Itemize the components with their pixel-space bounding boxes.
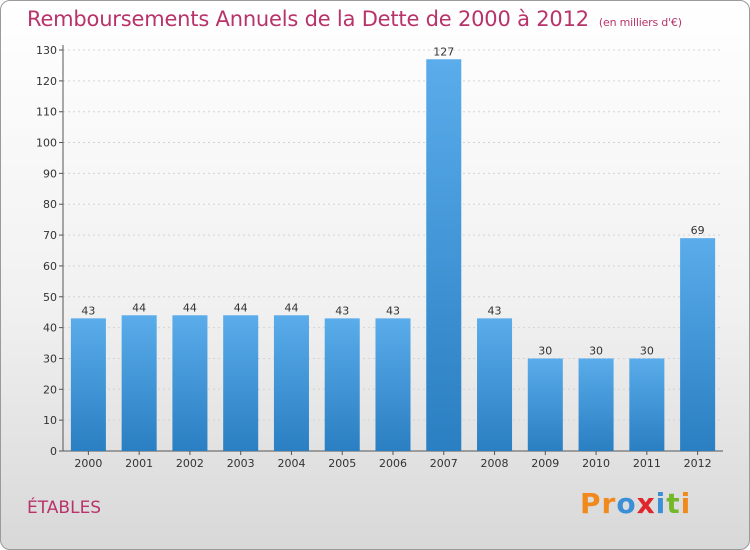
y-tick-label: 100 [36, 137, 57, 150]
x-tick-label-2009: 2009 [531, 457, 559, 470]
chart-subtitle: (en milliers d'€) [598, 16, 682, 29]
bar-2001 [121, 315, 157, 451]
y-tick-label: 110 [36, 106, 57, 119]
data-label-2000: 43 [81, 304, 95, 317]
data-label-2011: 30 [640, 344, 654, 357]
y-tick-label: 70 [43, 229, 57, 242]
y-tick-label: 60 [43, 260, 57, 273]
logo-letter: P [580, 487, 602, 520]
x-tick-label-2001: 2001 [125, 457, 153, 470]
x-tick-label-2012: 2012 [684, 457, 712, 470]
x-tick-label-2011: 2011 [633, 457, 661, 470]
x-tick-label-2004: 2004 [277, 457, 305, 470]
y-tick-label: 0 [50, 445, 57, 458]
data-label-2007: 127 [433, 45, 454, 58]
x-tick-label-2000: 2000 [74, 457, 102, 470]
logo-letter: t [666, 487, 681, 520]
data-label-2003: 44 [234, 301, 248, 314]
data-label-2010: 30 [589, 344, 603, 357]
bar-2006 [375, 318, 411, 451]
bar-2011 [629, 358, 665, 451]
y-tick-label: 10 [43, 414, 57, 427]
bar-2003 [223, 315, 259, 451]
data-label-2008: 43 [488, 304, 502, 317]
data-label-2009: 30 [538, 344, 552, 357]
x-tick-label-2008: 2008 [481, 457, 509, 470]
logo-letter: x [636, 487, 656, 520]
bar-2005 [324, 318, 360, 451]
y-tick-label: 80 [43, 198, 57, 211]
data-label-2001: 44 [132, 301, 146, 314]
chart-title: Remboursements Annuels de la Dette de 20… [27, 7, 682, 31]
y-tick-label: 30 [43, 352, 57, 365]
y-tick-label: 130 [36, 44, 57, 57]
bar-2012 [680, 238, 716, 451]
x-tick-label-2006: 2006 [379, 457, 407, 470]
proxiti-logo: Proxiti [580, 487, 691, 520]
x-tick-label-2002: 2002 [176, 457, 204, 470]
data-label-2012: 69 [691, 224, 705, 237]
x-tick-label-2003: 2003 [227, 457, 255, 470]
logo-letter: i [655, 487, 667, 520]
logo-letter: o [616, 487, 637, 520]
data-label-2002: 44 [183, 301, 197, 314]
y-tick-label: 50 [43, 291, 57, 304]
bar-2007 [426, 59, 462, 451]
x-tick-label-2007: 2007 [430, 457, 458, 470]
bars: 43 44 44 44 44 43 43 127 43 30 30 30 69 [70, 45, 716, 451]
data-label-2005: 43 [335, 304, 349, 317]
y-tick-label: 40 [43, 322, 57, 335]
logo-letter: i [680, 487, 692, 520]
bar-2000 [70, 318, 106, 451]
x-tick-label-2005: 2005 [328, 457, 356, 470]
bar-2008 [477, 318, 513, 451]
bar-2010 [578, 358, 614, 451]
city-name: ÉTABLES [27, 498, 102, 518]
data-label-2004: 44 [284, 301, 298, 314]
y-tick-label: 20 [43, 383, 57, 396]
x-tick-label-2010: 2010 [582, 457, 610, 470]
y-tick-label: 90 [43, 167, 57, 180]
bar-2002 [172, 315, 208, 451]
y-tick-label: 120 [36, 75, 57, 88]
data-label-2006: 43 [386, 304, 400, 317]
bar-2004 [273, 315, 309, 451]
bar-2009 [527, 358, 563, 451]
chart-title-text: Remboursements Annuels de la Dette de 20… [27, 7, 589, 31]
logo-letter: r [601, 487, 617, 520]
